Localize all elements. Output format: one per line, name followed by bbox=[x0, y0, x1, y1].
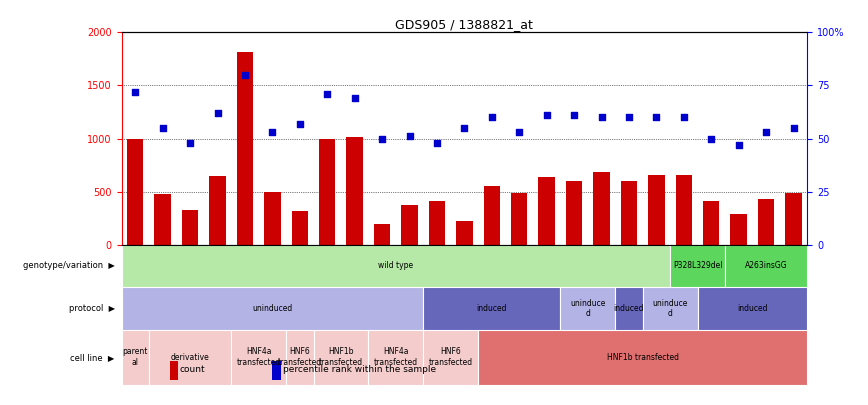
Bar bbox=[725, 245, 807, 287]
Point bbox=[760, 129, 773, 135]
Point bbox=[430, 140, 444, 146]
Point bbox=[595, 114, 608, 121]
Text: HNF6
transfected: HNF6 transfected bbox=[429, 347, 473, 367]
Bar bbox=[698, 287, 807, 330]
Bar bbox=[209, 176, 226, 245]
Bar bbox=[155, 194, 171, 245]
Point bbox=[293, 120, 306, 127]
Bar bbox=[483, 186, 500, 245]
Bar bbox=[346, 137, 363, 245]
Text: uninduce
d: uninduce d bbox=[570, 298, 606, 318]
Bar bbox=[401, 205, 418, 245]
Bar bbox=[561, 287, 615, 330]
Bar bbox=[237, 51, 253, 245]
Point bbox=[540, 112, 554, 118]
Bar bbox=[313, 330, 368, 385]
Bar bbox=[374, 224, 391, 245]
Text: HNF1b
transfected: HNF1b transfected bbox=[319, 347, 363, 367]
Text: uninduce
d: uninduce d bbox=[653, 298, 687, 318]
Text: parent
al: parent al bbox=[122, 347, 148, 367]
Bar bbox=[264, 192, 280, 245]
Text: derivative: derivative bbox=[171, 353, 209, 362]
Bar bbox=[182, 210, 198, 245]
Bar bbox=[424, 330, 478, 385]
Text: HNF4a
transfected: HNF4a transfected bbox=[374, 347, 418, 367]
Text: protocol  ▶: protocol ▶ bbox=[69, 304, 115, 313]
Bar bbox=[169, 361, 178, 380]
Bar bbox=[292, 211, 308, 245]
Bar bbox=[231, 330, 286, 385]
Text: induced: induced bbox=[737, 304, 767, 313]
Text: uninduced: uninduced bbox=[253, 304, 293, 313]
Bar bbox=[615, 287, 642, 330]
Text: HNF4a
transfected: HNF4a transfected bbox=[237, 347, 280, 367]
Bar bbox=[122, 330, 149, 385]
Point bbox=[649, 114, 663, 121]
Bar bbox=[457, 221, 472, 245]
Text: induced: induced bbox=[614, 304, 644, 313]
Bar bbox=[566, 181, 582, 245]
Bar bbox=[758, 199, 774, 245]
Bar bbox=[648, 175, 665, 245]
Bar bbox=[511, 193, 528, 245]
Bar bbox=[675, 175, 692, 245]
Bar bbox=[127, 139, 143, 245]
Bar bbox=[368, 330, 424, 385]
Bar bbox=[703, 200, 720, 245]
Bar bbox=[286, 330, 313, 385]
Point bbox=[512, 129, 526, 135]
Text: genotype/variation  ▶: genotype/variation ▶ bbox=[23, 261, 115, 271]
Point bbox=[183, 140, 197, 146]
Bar bbox=[319, 139, 335, 245]
Bar bbox=[621, 181, 637, 245]
Bar bbox=[429, 200, 445, 245]
Text: P328L329del: P328L329del bbox=[673, 261, 722, 271]
Point bbox=[457, 125, 471, 131]
Title: GDS905 / 1388821_at: GDS905 / 1388821_at bbox=[396, 18, 533, 31]
Text: cell line  ▶: cell line ▶ bbox=[70, 353, 115, 362]
Point bbox=[375, 135, 389, 142]
Point bbox=[320, 91, 334, 97]
Point bbox=[732, 142, 746, 148]
Point bbox=[155, 125, 169, 131]
Bar bbox=[424, 287, 561, 330]
Point bbox=[567, 112, 581, 118]
Point bbox=[266, 129, 279, 135]
Text: HNF1b transfected: HNF1b transfected bbox=[607, 353, 679, 362]
Text: HNF6
transfected: HNF6 transfected bbox=[278, 347, 322, 367]
Bar bbox=[122, 245, 670, 287]
Point bbox=[238, 72, 252, 78]
Bar bbox=[122, 287, 424, 330]
Text: percentile rank within the sample: percentile rank within the sample bbox=[283, 365, 436, 374]
Point bbox=[786, 125, 800, 131]
Text: A263insGG: A263insGG bbox=[745, 261, 787, 271]
Point bbox=[211, 110, 225, 116]
Bar bbox=[731, 214, 746, 245]
Bar bbox=[538, 177, 555, 245]
Point bbox=[704, 135, 718, 142]
Point bbox=[485, 114, 499, 121]
Text: induced: induced bbox=[477, 304, 507, 313]
Point bbox=[128, 89, 142, 95]
Point bbox=[622, 114, 636, 121]
Text: wild type: wild type bbox=[378, 261, 413, 271]
Text: count: count bbox=[180, 365, 206, 374]
Bar bbox=[273, 361, 280, 380]
Point bbox=[677, 114, 691, 121]
Bar bbox=[642, 287, 698, 330]
Bar bbox=[670, 245, 725, 287]
Point bbox=[403, 133, 417, 140]
Bar bbox=[786, 193, 802, 245]
Bar bbox=[149, 330, 231, 385]
Bar bbox=[478, 330, 807, 385]
Bar bbox=[594, 173, 609, 245]
Point bbox=[348, 95, 362, 101]
